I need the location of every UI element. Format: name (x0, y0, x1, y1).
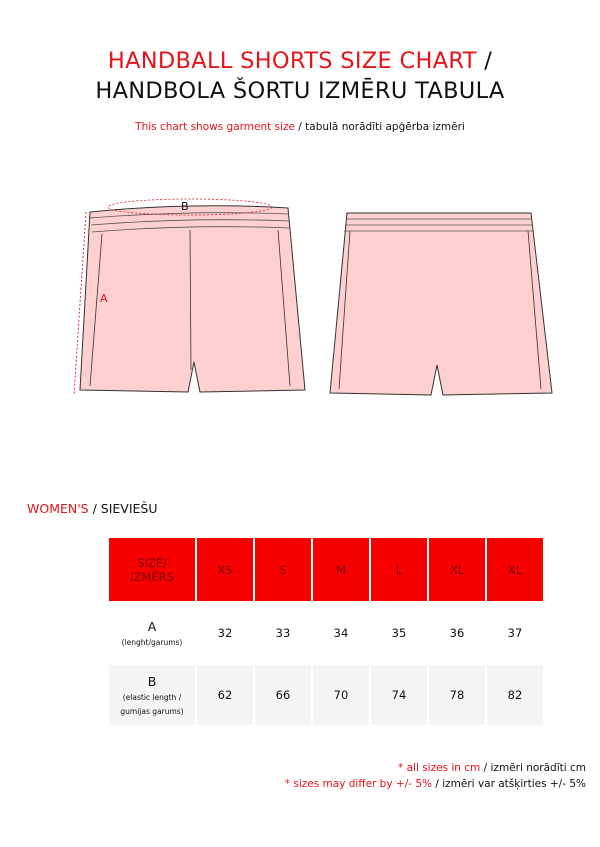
size-header-en: SIZE/ (137, 555, 167, 570)
note-tolerance: * sizes may differ by +/- 5% / izmēri va… (285, 778, 586, 790)
label-a: A (100, 292, 108, 305)
row-sublabel: (lenght/garums) (121, 637, 183, 647)
title-en-text: HANDBALL SHORTS SIZE CHART (107, 48, 477, 74)
size-cell: S (255, 538, 311, 601)
size-cell: L (371, 538, 427, 601)
note-units: * all sizes in cm / izmēri norādīti cm (398, 762, 586, 774)
title-separator: / (484, 48, 493, 74)
size-cell: XL (487, 538, 543, 601)
size-cell: XL (429, 538, 485, 601)
table-row-b: B (elastic length / gumijas garums) 62 66 … (109, 665, 543, 725)
table-row-a: A (lenght/garums) 32 33 34 35 36 37 (109, 603, 543, 663)
note-units-en: * all sizes in cm (398, 762, 481, 774)
row-label: B (147, 673, 157, 689)
size-header-cell: SIZE/IZMĒRS (109, 538, 195, 601)
value-cell: 70 (313, 665, 369, 725)
value-cell: 34 (313, 603, 369, 663)
value-cell: 32 (197, 603, 253, 663)
size-cell: XS (197, 538, 253, 601)
row-sublabel: gumijas garums) (120, 706, 184, 716)
row-sublabel: (elastic length / (122, 692, 182, 702)
size-cell: M (313, 538, 369, 601)
value-cell: 82 (487, 665, 543, 725)
shorts-back-illustration (329, 212, 553, 396)
note-tolerance-lv: / izmēri var atšķirties +/- 5% (435, 778, 586, 790)
size-table: SIZE/IZMĒRS XS S M L XL XL A (lenght/garu… (107, 536, 545, 727)
shorts-front-illustration: B A (73, 198, 306, 396)
value-cell: 36 (429, 603, 485, 663)
value-cell: 74 (371, 665, 427, 725)
subtitle-lv: / tabulā norādīti apģērba izmēri (298, 121, 465, 133)
row-label: A (147, 618, 157, 634)
note-tolerance-en: * sizes may differ by +/- 5% (284, 778, 433, 790)
subtitle-en: This chart shows garment size (135, 121, 295, 133)
value-cell: 66 (255, 665, 311, 725)
section-heading: WOMEN'S / SIEVIEŠU (27, 501, 158, 516)
subtitle: This chart shows garment size / tabulā n… (0, 121, 600, 133)
row-label-cell: B (elastic length / gumijas garums) (109, 665, 195, 725)
title-latvian: HANDBOLA ŠORTU IZMĒRU TABULA (95, 78, 505, 104)
row-label-cell: A (lenght/garums) (109, 603, 195, 663)
value-cell: 35 (371, 603, 427, 663)
title-english: HANDBALL SHORTS SIZE CHART / (0, 48, 600, 74)
label-b: B (181, 200, 189, 213)
note-units-lv: / izmēri norādīti cm (483, 762, 586, 774)
value-cell: 37 (487, 603, 543, 663)
section-en: WOMEN'S (27, 501, 89, 516)
value-cell: 78 (429, 665, 485, 725)
size-header-lv: IZMĒRS (130, 569, 174, 584)
value-cell: 62 (197, 665, 253, 725)
table-header-row: SIZE/IZMĒRS XS S M L XL XL (109, 538, 543, 601)
section-lv: / SIEVIEŠU (92, 501, 158, 516)
value-cell: 33 (255, 603, 311, 663)
